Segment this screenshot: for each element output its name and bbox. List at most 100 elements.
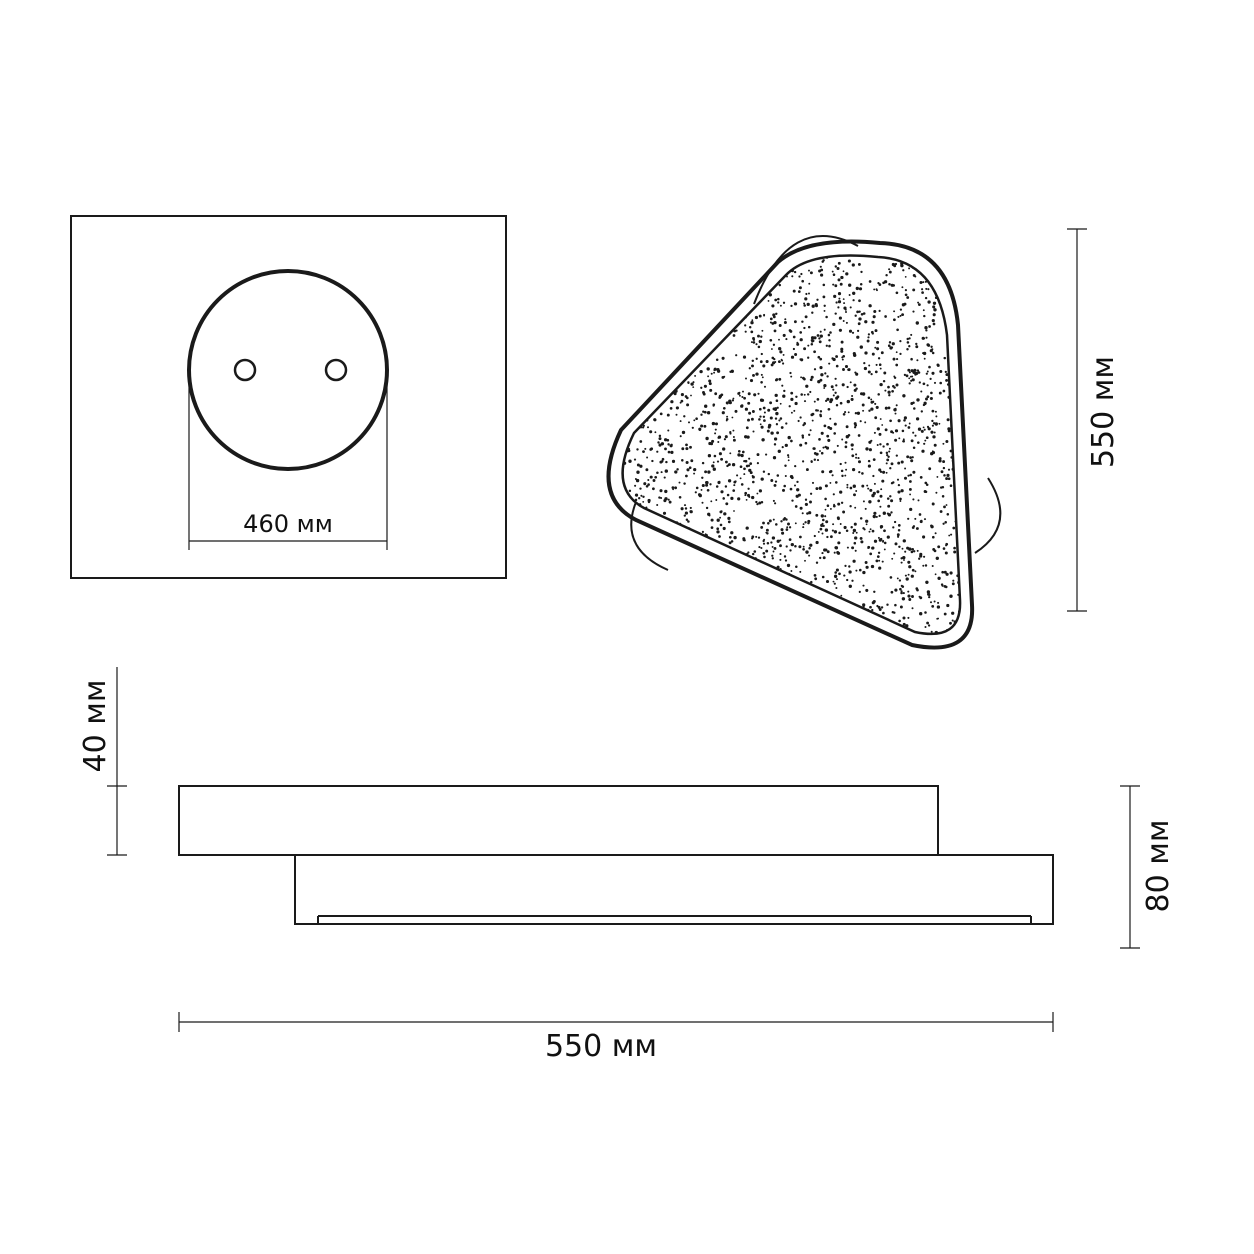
speckle-dot — [652, 586, 654, 588]
speckle-dot — [760, 360, 763, 363]
speckle-dot — [961, 624, 964, 627]
speckle-dot — [881, 606, 883, 608]
speckle-dot — [965, 318, 968, 321]
speckle-dot — [729, 635, 732, 638]
speckle-dot — [779, 539, 781, 541]
speckle-dot — [825, 614, 828, 617]
speckle-dot — [804, 560, 806, 562]
speckle-dot — [814, 368, 816, 370]
speckle-dot — [693, 279, 695, 281]
speckle-dot — [824, 310, 826, 312]
speckle-dot — [665, 461, 667, 463]
speckle-dot — [634, 485, 636, 487]
speckle-dot — [890, 576, 893, 579]
speckle-dot — [794, 302, 797, 305]
speckle-dot — [947, 418, 950, 421]
speckle-dot — [720, 490, 723, 493]
speckle-dot — [741, 266, 743, 268]
speckle-dot — [643, 482, 646, 485]
speckle-dot — [763, 471, 765, 473]
speckle-dot — [942, 495, 945, 498]
speckle-dot — [793, 255, 795, 257]
speckle-dot — [803, 303, 805, 305]
speckle-dot — [661, 471, 663, 473]
speckle-dot — [932, 565, 934, 567]
speckle-dot — [774, 361, 776, 363]
speckle-dot — [715, 429, 717, 431]
speckle-dot — [790, 625, 793, 628]
speckle-dot — [838, 298, 840, 300]
speckle-dot — [637, 400, 639, 402]
speckle-dot — [719, 619, 722, 622]
speckle-dot — [795, 522, 797, 524]
speckle-dot — [673, 274, 675, 276]
speckle-dot — [793, 348, 795, 350]
speckle-dot — [787, 564, 790, 567]
speckle-dot — [914, 435, 916, 437]
speckle-dot — [767, 542, 770, 545]
speckle-dot — [627, 450, 629, 452]
speckle-dot — [853, 485, 856, 488]
speckle-dot — [827, 550, 830, 553]
speckle-dot — [664, 342, 666, 344]
speckle-dot — [837, 445, 839, 447]
speckle-dot — [657, 556, 659, 558]
speckle-dot — [860, 540, 863, 543]
speckle-dot — [682, 534, 684, 536]
speckle-dot — [879, 363, 882, 366]
speckle-dot — [650, 359, 652, 361]
speckle-dot — [818, 627, 820, 629]
speckle-dot — [668, 367, 670, 369]
speckle-dot — [928, 325, 931, 328]
speckle-dot — [846, 322, 848, 324]
speckle-dot — [851, 546, 854, 549]
speckle-dot — [665, 271, 667, 273]
speckle-dot — [608, 308, 611, 311]
speckle-dot — [769, 263, 771, 265]
speckle-dot — [645, 468, 648, 471]
speckle-dot — [873, 512, 876, 515]
speckle-dot — [853, 352, 856, 355]
speckle-dot — [887, 512, 889, 514]
speckle-dot — [893, 310, 895, 312]
speckle-dot — [681, 393, 684, 396]
speckle-dot — [667, 429, 669, 431]
speckle-dot — [870, 399, 872, 401]
speckle-dot — [643, 361, 646, 364]
speckle-dot — [835, 546, 838, 549]
speckle-dot — [808, 511, 811, 514]
speckle-dot — [763, 293, 765, 295]
speckle-dot — [648, 499, 651, 502]
speckle-dot — [775, 394, 778, 397]
speckle-dot — [802, 424, 804, 426]
speckle-dot — [959, 307, 962, 310]
speckle-dot — [850, 306, 852, 308]
speckle-dot — [917, 550, 919, 552]
speckle-dot — [647, 550, 650, 553]
speckle-dot — [876, 516, 878, 518]
speckle-dot — [711, 593, 713, 595]
speckle-dot — [675, 312, 678, 315]
speckle-dot — [746, 526, 749, 529]
speckle-dot — [918, 428, 921, 431]
speckle-dot — [846, 579, 848, 581]
speckle-dot — [833, 451, 836, 454]
speckle-dot — [815, 625, 817, 627]
speckle-dot — [711, 519, 714, 522]
speckle-dot — [871, 640, 874, 643]
speckle-dot — [823, 384, 826, 387]
speckle-dot — [753, 276, 755, 278]
speckle-dot — [838, 262, 841, 265]
speckle-dot — [700, 425, 703, 428]
speckle-dot — [935, 492, 937, 494]
speckle-dot — [757, 335, 760, 338]
speckle-dot — [650, 334, 653, 337]
speckle-dot — [702, 462, 704, 464]
speckle-dot — [891, 591, 894, 594]
speckle-dot — [612, 509, 615, 512]
speckle-dot — [860, 392, 863, 395]
speckle-dot — [896, 358, 898, 360]
speckle-dot — [783, 354, 785, 356]
speckle-dot — [838, 300, 841, 303]
speckle-dot — [686, 461, 689, 464]
